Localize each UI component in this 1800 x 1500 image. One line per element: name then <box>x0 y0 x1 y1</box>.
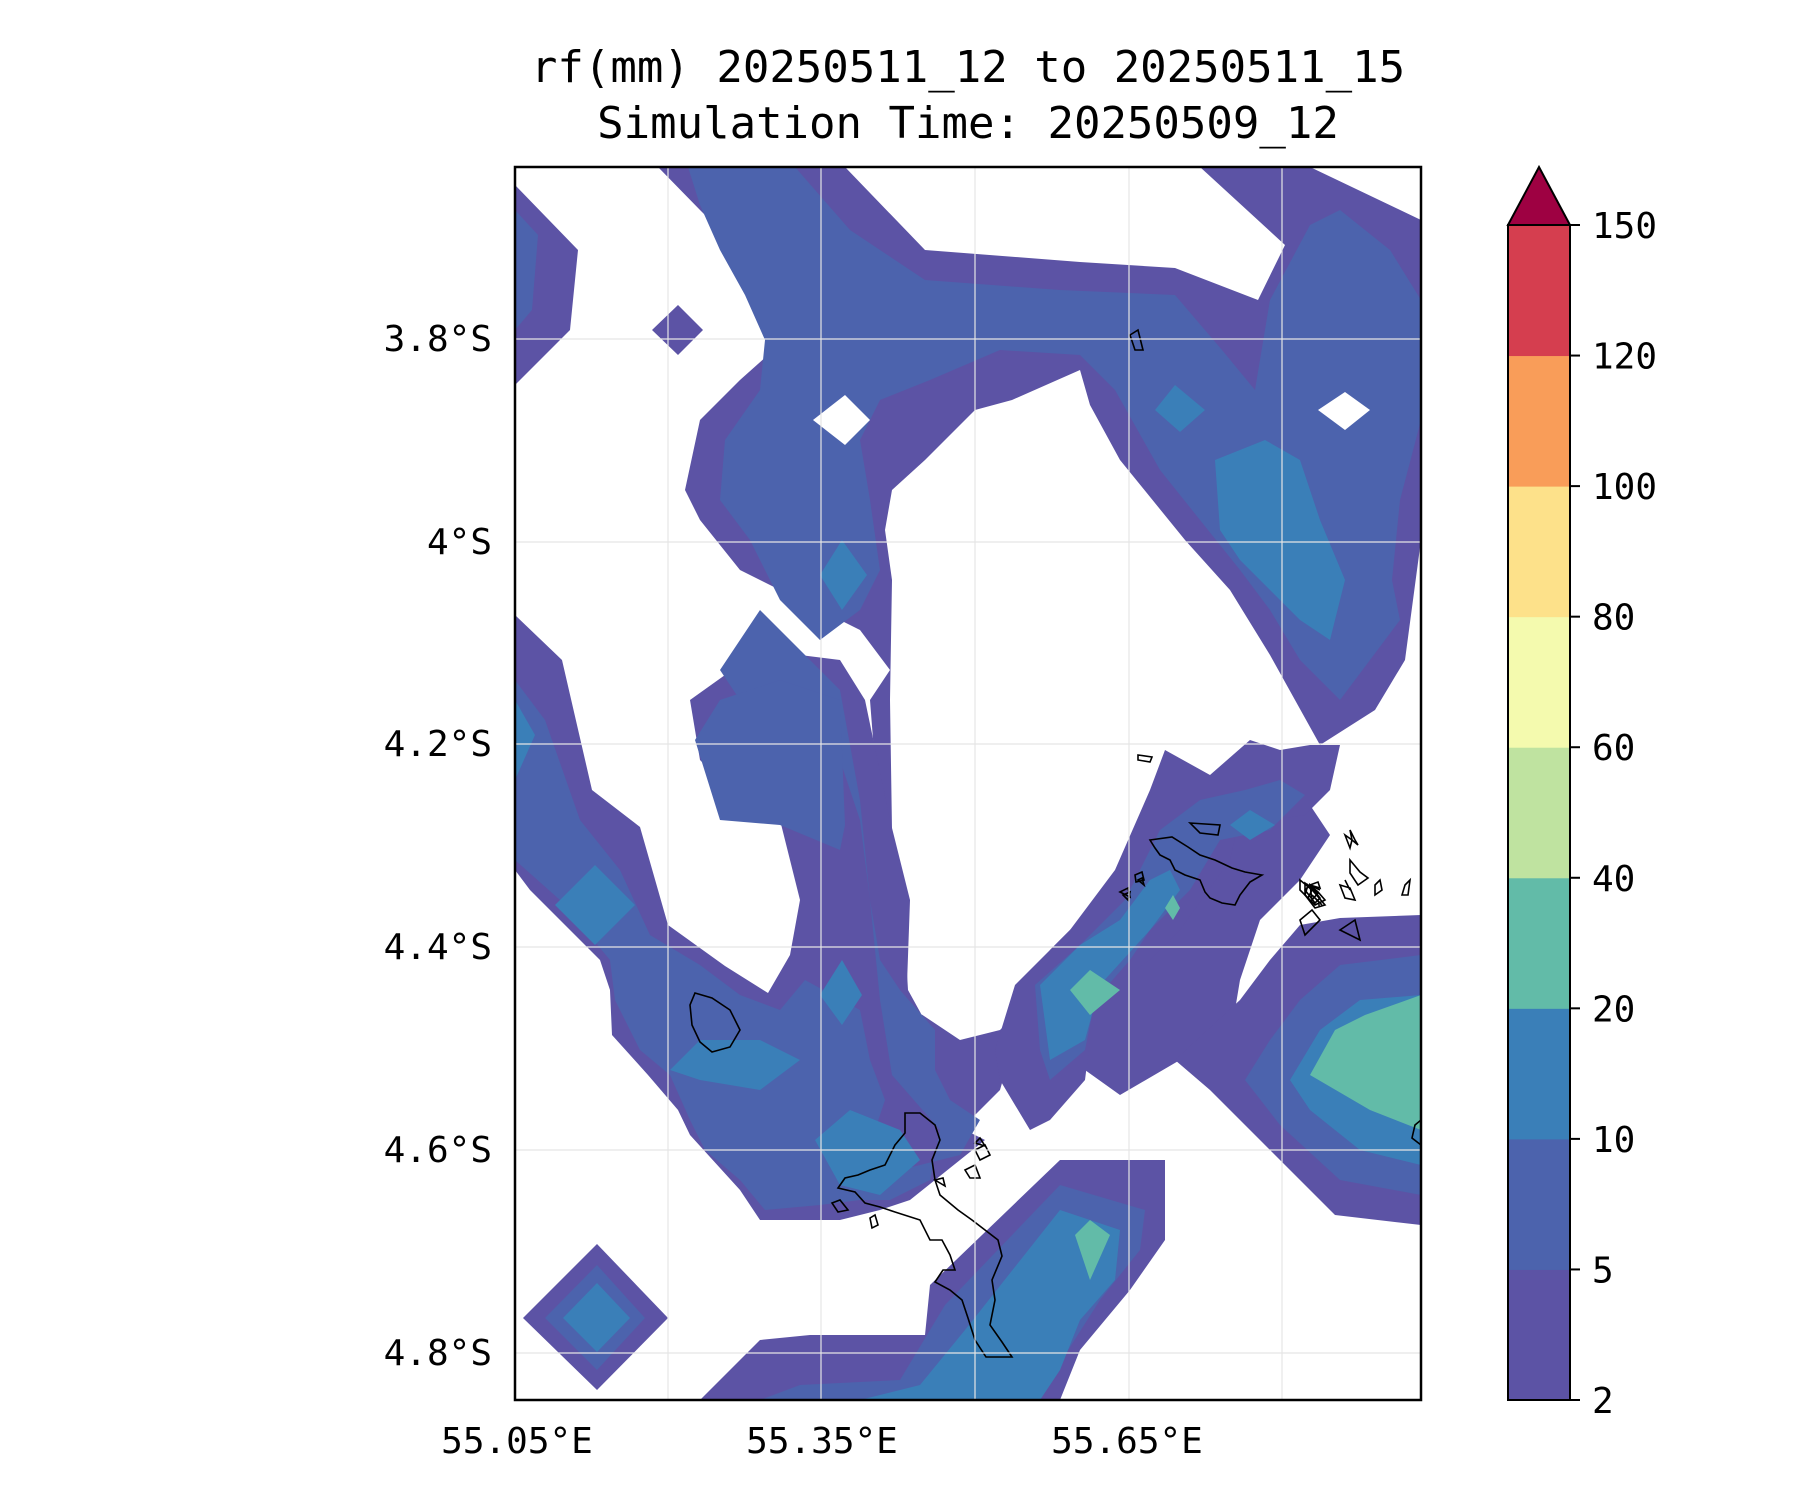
coastline-islet-o <box>1400 877 1412 896</box>
band-east-island-peak <box>1070 970 1120 1015</box>
coastline-islet-9 <box>1349 829 1359 846</box>
band-southeast-peak <box>1075 1220 1110 1280</box>
chart-title-line1: rf(mm) 20250511_12 to 20250511_15 <box>531 42 1405 93</box>
band-east-core <box>1215 440 1345 640</box>
colorbar-tick-label: 100 <box>1592 467 1657 508</box>
coastline-east-island <box>1148 836 1265 906</box>
colorbar-segment <box>1508 1008 1570 1140</box>
colorbar-segment <box>1508 1138 1570 1270</box>
coastline-islet-a <box>1129 328 1145 351</box>
y-tick-label: 4.4°S <box>384 927 492 968</box>
x-tick-label: 55.05°E <box>441 1421 593 1462</box>
band-sw-core <box>563 1283 630 1352</box>
coastline-islet-mahe-1 <box>973 1143 992 1162</box>
band-nw-inner <box>515 210 538 330</box>
colorbar-segment <box>1508 486 1570 618</box>
coastlines <box>689 328 1421 1358</box>
colorbar-segment <box>1508 1269 1570 1401</box>
gridlines <box>515 167 1421 1400</box>
coastline-islet-e <box>1343 832 1353 851</box>
colorbar-tick-label: 2 <box>1592 1381 1614 1422</box>
coastline-islet-mahe-6 <box>932 1177 947 1188</box>
plot-area <box>513 165 1423 1402</box>
band-east-island-top <box>1230 810 1275 840</box>
colorbar-tick-label: 80 <box>1592 598 1635 639</box>
band-east-island-dot <box>1165 895 1180 920</box>
band-center-lower-3 <box>815 1110 920 1195</box>
hole-ne <box>1318 392 1370 430</box>
y-tick-label: 3.8°S <box>384 319 492 360</box>
coastline-islet-5 <box>1338 918 1362 942</box>
band-west-lower-inner <box>515 610 980 1210</box>
band-east-right-peak <box>1310 995 1421 1130</box>
colorbar-tick-label: 40 <box>1592 859 1635 900</box>
x-tick-label: 55.65°E <box>1051 1421 1203 1462</box>
band-arc-inner <box>688 167 1421 700</box>
plot-frame <box>513 165 1423 1402</box>
coastline-islet-b <box>1137 754 1154 763</box>
band-center-diamond <box>820 540 867 610</box>
y-tick-label: 4°S <box>427 522 492 563</box>
contour-band-20-40 <box>1070 895 1421 1280</box>
coastline-islet-la-digue <box>1308 882 1320 902</box>
coastline-islet-k <box>1299 878 1313 900</box>
coastline-main-island <box>836 1112 1014 1358</box>
coastline-islet-mahe-4 <box>830 1199 850 1213</box>
y-tick-label: 4.6°S <box>384 1130 492 1171</box>
contour-fills <box>515 167 1421 1400</box>
y-axis: 3.8°S 4°S 4.2°S 4.4°S 4.6°S 4.8°S <box>384 319 492 1374</box>
contour-holes <box>813 392 1370 445</box>
band-west-mid <box>695 680 845 850</box>
coastline-islet-mahe-3 <box>973 1136 987 1148</box>
colorbar-segment <box>1508 355 1570 487</box>
coastline-islet-7 <box>1338 883 1357 902</box>
coastline-islet-mahe-5 <box>869 1213 879 1230</box>
band-west-diamond <box>555 865 635 945</box>
colorbar-segment <box>1508 877 1570 1009</box>
band-west-edge <box>515 700 535 780</box>
band-ne-mid <box>1155 385 1205 432</box>
colorbar-segment <box>1508 747 1570 879</box>
colorbar-tick-label: 20 <box>1592 989 1635 1030</box>
colorbar: 2 5 10 20 40 60 80 100 120 150 <box>1506 164 1657 1422</box>
coastline-west-island <box>689 992 741 1053</box>
colorbar-segment <box>1508 225 1570 357</box>
colorbar-extend-arrow <box>1506 164 1572 226</box>
chart-title-line2: Simulation Time: 20250509_12 <box>597 98 1339 149</box>
x-axis: 55.05°E 55.35°E 55.65°E <box>441 1421 1203 1462</box>
coastline-islet-s <box>1136 876 1146 888</box>
x-tick-label: 55.35°E <box>746 1421 898 1462</box>
colorbar-tick-label: 60 <box>1592 728 1635 769</box>
colorbar-tick-label: 120 <box>1592 337 1657 378</box>
contour-band-10-20 <box>515 385 1421 1400</box>
band-center-lower <box>670 1040 800 1090</box>
colorbar-tick-label: 150 <box>1592 206 1657 247</box>
y-tick-label: 4.8°S <box>384 1333 492 1374</box>
coastline-islet-10 <box>1374 878 1383 897</box>
band-east-island-core <box>1040 870 1180 1060</box>
colorbar-tick-label: 5 <box>1592 1250 1614 1291</box>
coastline-islet-1 <box>1187 822 1221 836</box>
coastline-islet-mahe-2 <box>963 1163 982 1179</box>
colorbar-frame <box>1507 224 1571 1401</box>
hole-north <box>813 395 870 445</box>
band-center-lower-2 <box>820 960 862 1025</box>
band-small-diamond-nw <box>652 305 703 355</box>
coastline-islet-center <box>1134 870 1145 883</box>
coastline-islet-8 <box>1307 880 1322 890</box>
coastline-islet-edge <box>1411 1118 1421 1147</box>
coastline-islet-f <box>1349 857 1370 887</box>
colorbar-segment <box>1508 616 1570 748</box>
coastline-islet-u <box>1299 908 1322 937</box>
colorbar-tick-label: 10 <box>1592 1120 1635 1161</box>
y-tick-label: 4.2°S <box>384 724 492 765</box>
